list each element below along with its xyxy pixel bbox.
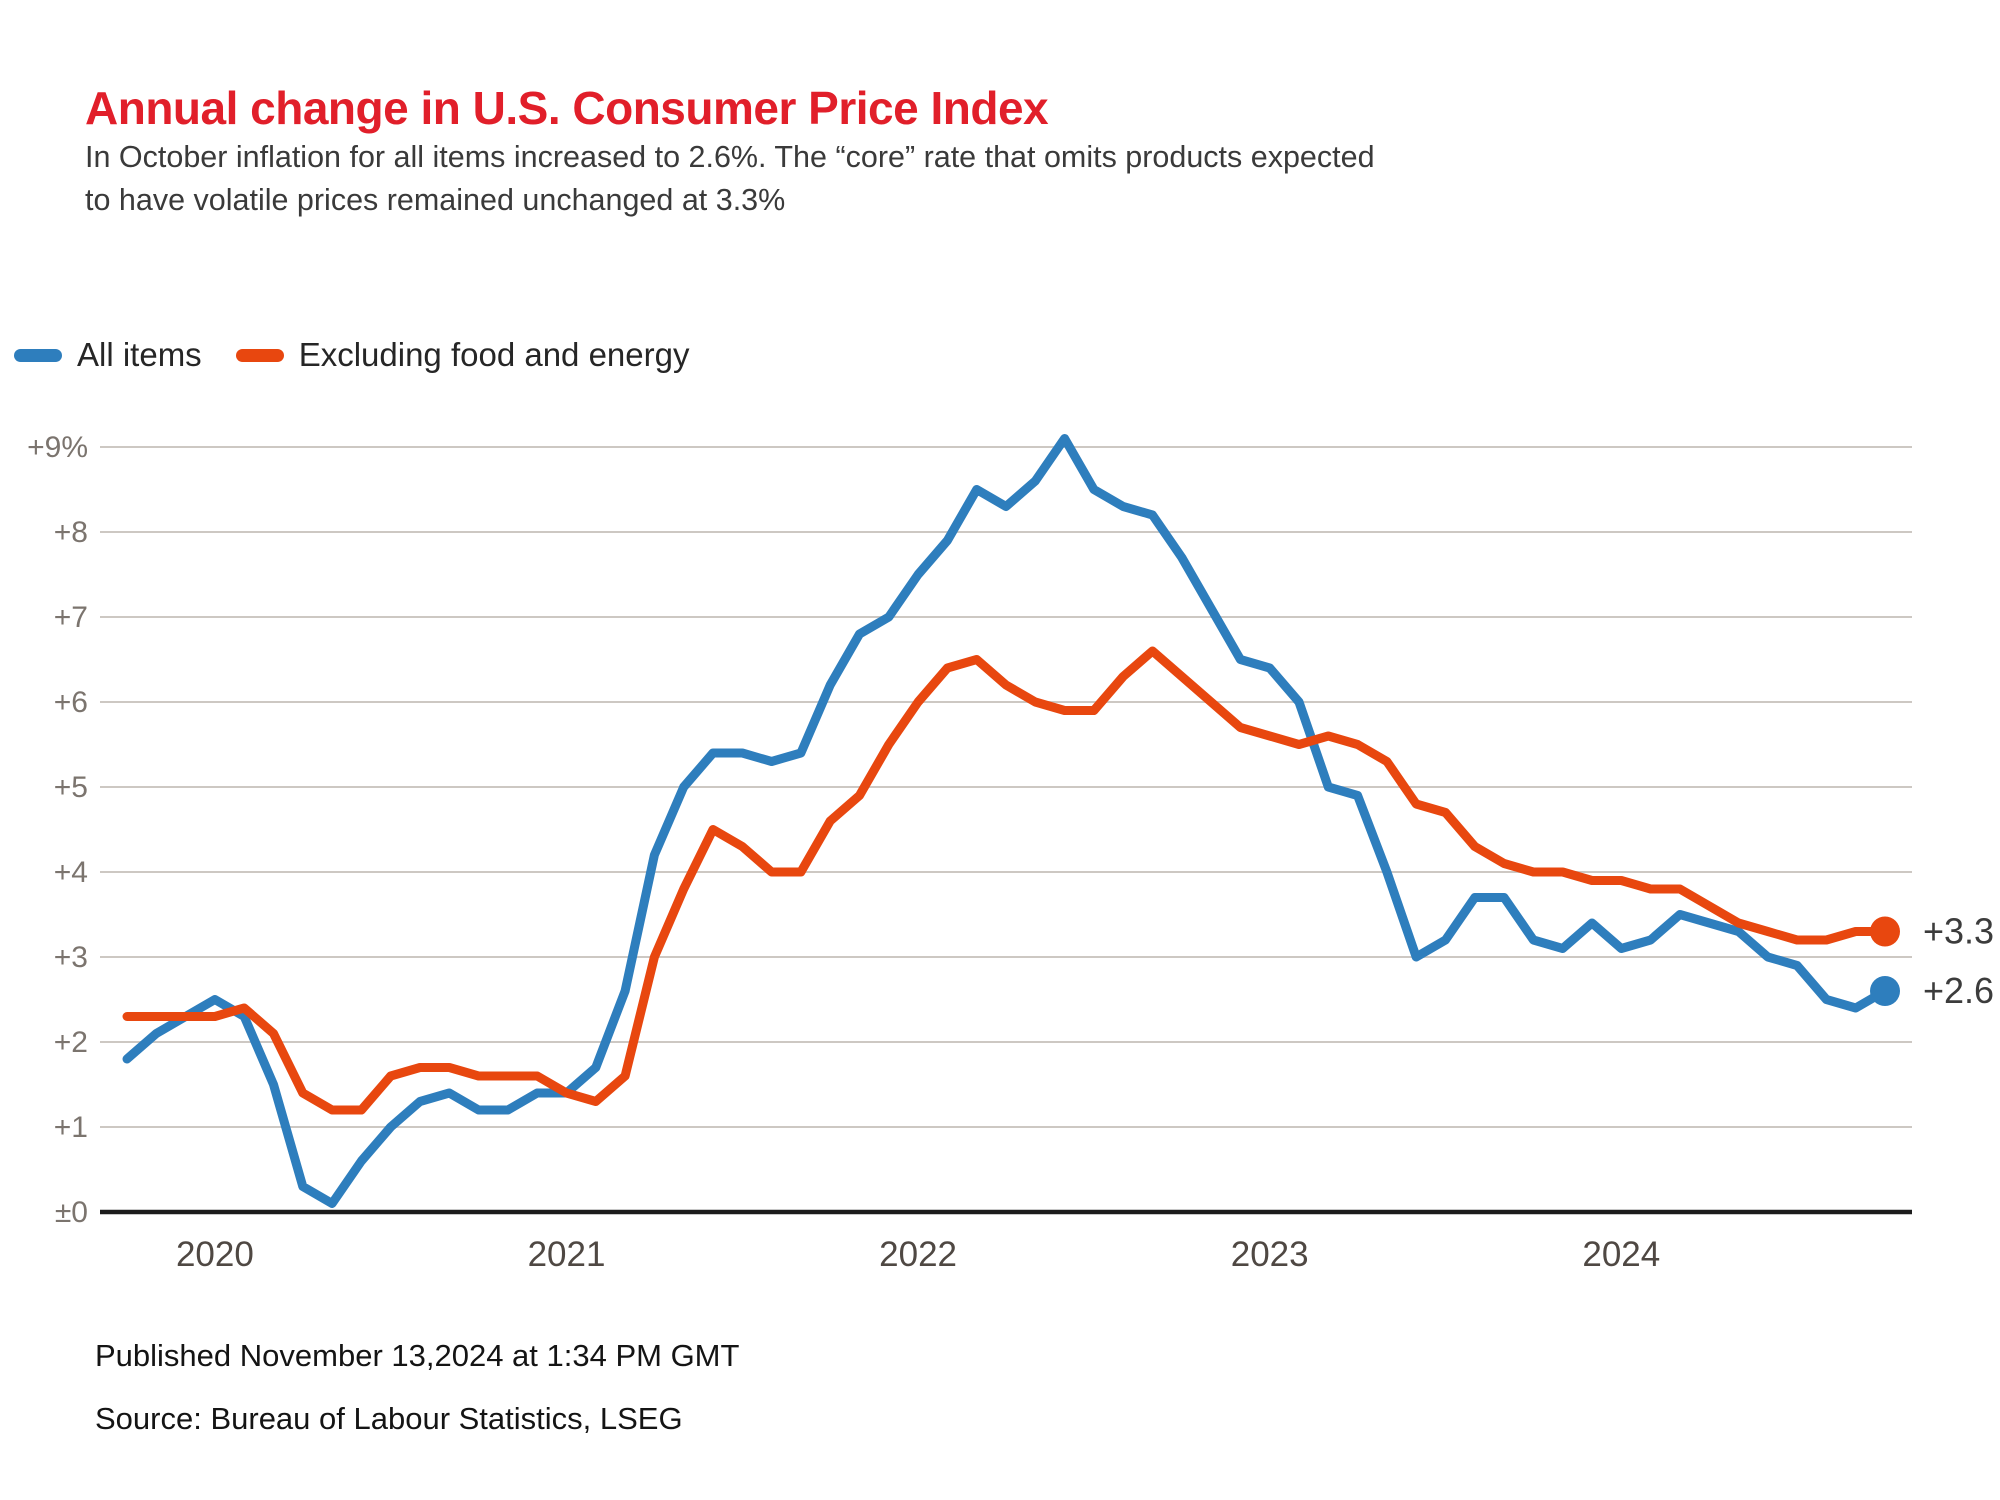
series-end-dot-all-items — [1870, 976, 1900, 1006]
legend-label-all-items: All items — [77, 336, 202, 373]
y-axis-tick-label: ±0 — [55, 1196, 88, 1229]
published-timestamp: Published November 13,2024 at 1:34 PM GM… — [95, 1338, 740, 1373]
x-axis-tick-label: 2023 — [1231, 1235, 1309, 1274]
subtitle-line-1: In October inflation for all items incre… — [85, 140, 1375, 174]
series-line-core — [122, 646, 1890, 1115]
y-axis-tick-label: +9% — [27, 431, 88, 464]
x-axis-tick-label: 2022 — [879, 1235, 957, 1274]
all-items-swatch-icon — [14, 348, 62, 362]
chart-subtitle: In October inflation for all items incre… — [85, 136, 1375, 222]
legend-item-core: Excluding food and energy — [235, 336, 690, 374]
y-axis-tick-label: +7 — [54, 601, 88, 634]
core-swatch-icon — [235, 348, 284, 362]
series-end-label-core: +3.3 — [1923, 911, 1994, 952]
x-axis-tick-label: 2021 — [528, 1235, 606, 1274]
x-axis-tick-label: 2020 — [176, 1235, 254, 1274]
series-line-all-items — [122, 434, 1890, 1208]
y-axis-tick-label: +1 — [54, 1111, 88, 1144]
series-end-dot-core — [1870, 916, 1900, 947]
x-axis-tick-label: 2024 — [1582, 1235, 1660, 1274]
series-end-label-all-items: +2.6 — [1923, 970, 1994, 1011]
subtitle-line-2: to have volatile prices remained unchang… — [85, 183, 786, 217]
legend-item-all-items: All items — [14, 336, 202, 374]
y-axis-tick-label: +4 — [54, 856, 88, 889]
y-axis-tick-label: +8 — [54, 516, 88, 549]
y-axis-tick-label: +6 — [54, 686, 88, 719]
y-axis-tick-label: +3 — [54, 941, 88, 974]
chart-legend: All items Excluding food and energy — [14, 336, 689, 374]
page-title: Annual change in U.S. Consumer Price Ind… — [85, 81, 1049, 134]
source-attribution: Source: Bureau of Labour Statistics, LSE… — [95, 1401, 683, 1436]
y-axis-tick-label: +2 — [54, 1026, 88, 1059]
legend-label-core: Excluding food and energy — [298, 336, 690, 373]
y-axis-tick-label: +5 — [54, 771, 88, 804]
